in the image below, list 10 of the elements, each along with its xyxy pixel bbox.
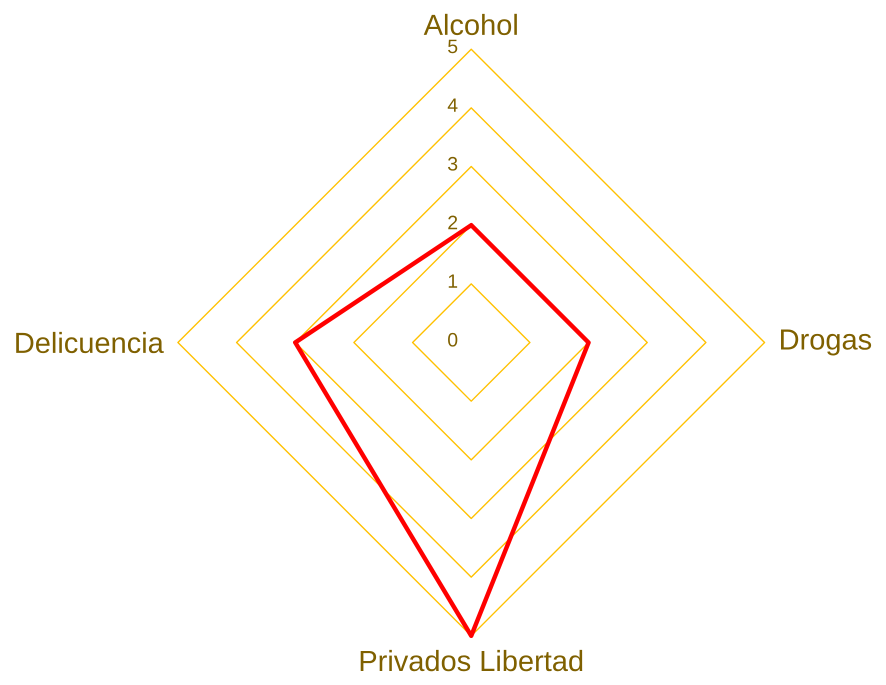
y-tick-label: 5 — [448, 40, 458, 54]
y-tick-label: 4 — [448, 98, 458, 112]
spoke-label: Alcohol — [424, 14, 517, 36]
spoke-label: Privados Libertad — [360, 650, 582, 672]
y-tick-label: 2 — [448, 216, 458, 230]
spoke-label: Delicuencia — [16, 332, 164, 354]
y-tick-label: 3 — [448, 156, 458, 171]
y-tick-label: 1 — [448, 274, 458, 288]
spoke-label: Drogas — [781, 330, 872, 356]
y-tick-label: 0 — [448, 332, 458, 347]
